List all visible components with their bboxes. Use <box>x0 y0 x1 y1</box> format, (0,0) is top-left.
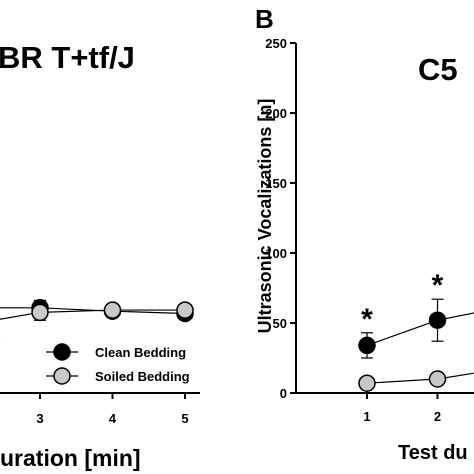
legend-marker-soiled <box>53 367 71 385</box>
panel-b-point <box>358 336 376 355</box>
panel-b-point <box>428 311 447 329</box>
panel-a-x-axis-label: uration [min] <box>0 445 141 471</box>
significance-star: * <box>432 269 444 302</box>
panel-a-point <box>103 301 122 319</box>
panel-a-x-tick-label: 5 <box>181 411 188 426</box>
panel-a-series-line <box>0 309 185 339</box>
panel-a-x-tick-label: 3 <box>36 411 43 426</box>
legend: Clean Bedding Soiled Bedding <box>46 343 190 385</box>
panel-b-y-tick-label: 200 <box>265 106 287 121</box>
panel-b-point <box>428 370 447 388</box>
significance-star: * <box>361 303 373 336</box>
panel-a-point <box>31 303 49 322</box>
panel-b-title: C5 <box>418 52 458 87</box>
panel-a-title: BR T+tf/J <box>0 40 135 75</box>
panel-b: B C5 Ultrasonic Vocalizations [n] 0 50 100… <box>255 4 474 464</box>
panel-b-label: B <box>255 4 274 34</box>
panel-b-point <box>358 374 376 392</box>
panel-b-x-tick-label: 2 <box>434 409 441 424</box>
panel-b-series-line <box>366 312 474 346</box>
panel-b-y-tick-label: 50 <box>273 316 287 331</box>
panel-b-y-tick-label: 0 <box>280 386 287 401</box>
panel-b-x-axis-label: Test du <box>398 442 468 464</box>
panel-a-point <box>176 301 194 319</box>
panel-b-y-tick-label: 100 <box>265 246 287 261</box>
panel-b-y-tick-label: 150 <box>265 176 287 191</box>
panel-a-x-tick-label: 4 <box>109 411 117 426</box>
legend-label-soiled: Soiled Bedding <box>95 369 190 384</box>
panel-b-y-axis-label: Ultrasonic Vocalizations [n] <box>255 99 275 334</box>
legend-label-clean: Clean Bedding <box>95 345 186 360</box>
panel-b-y-tick-label: 250 <box>265 36 287 51</box>
panel-b-x-tick-label: 1 <box>363 409 370 424</box>
panel-a: BR T+tf/J 3 4 5 uration [min] Clean Beddin… <box>0 40 200 471</box>
panel-b-series-line <box>366 372 474 384</box>
